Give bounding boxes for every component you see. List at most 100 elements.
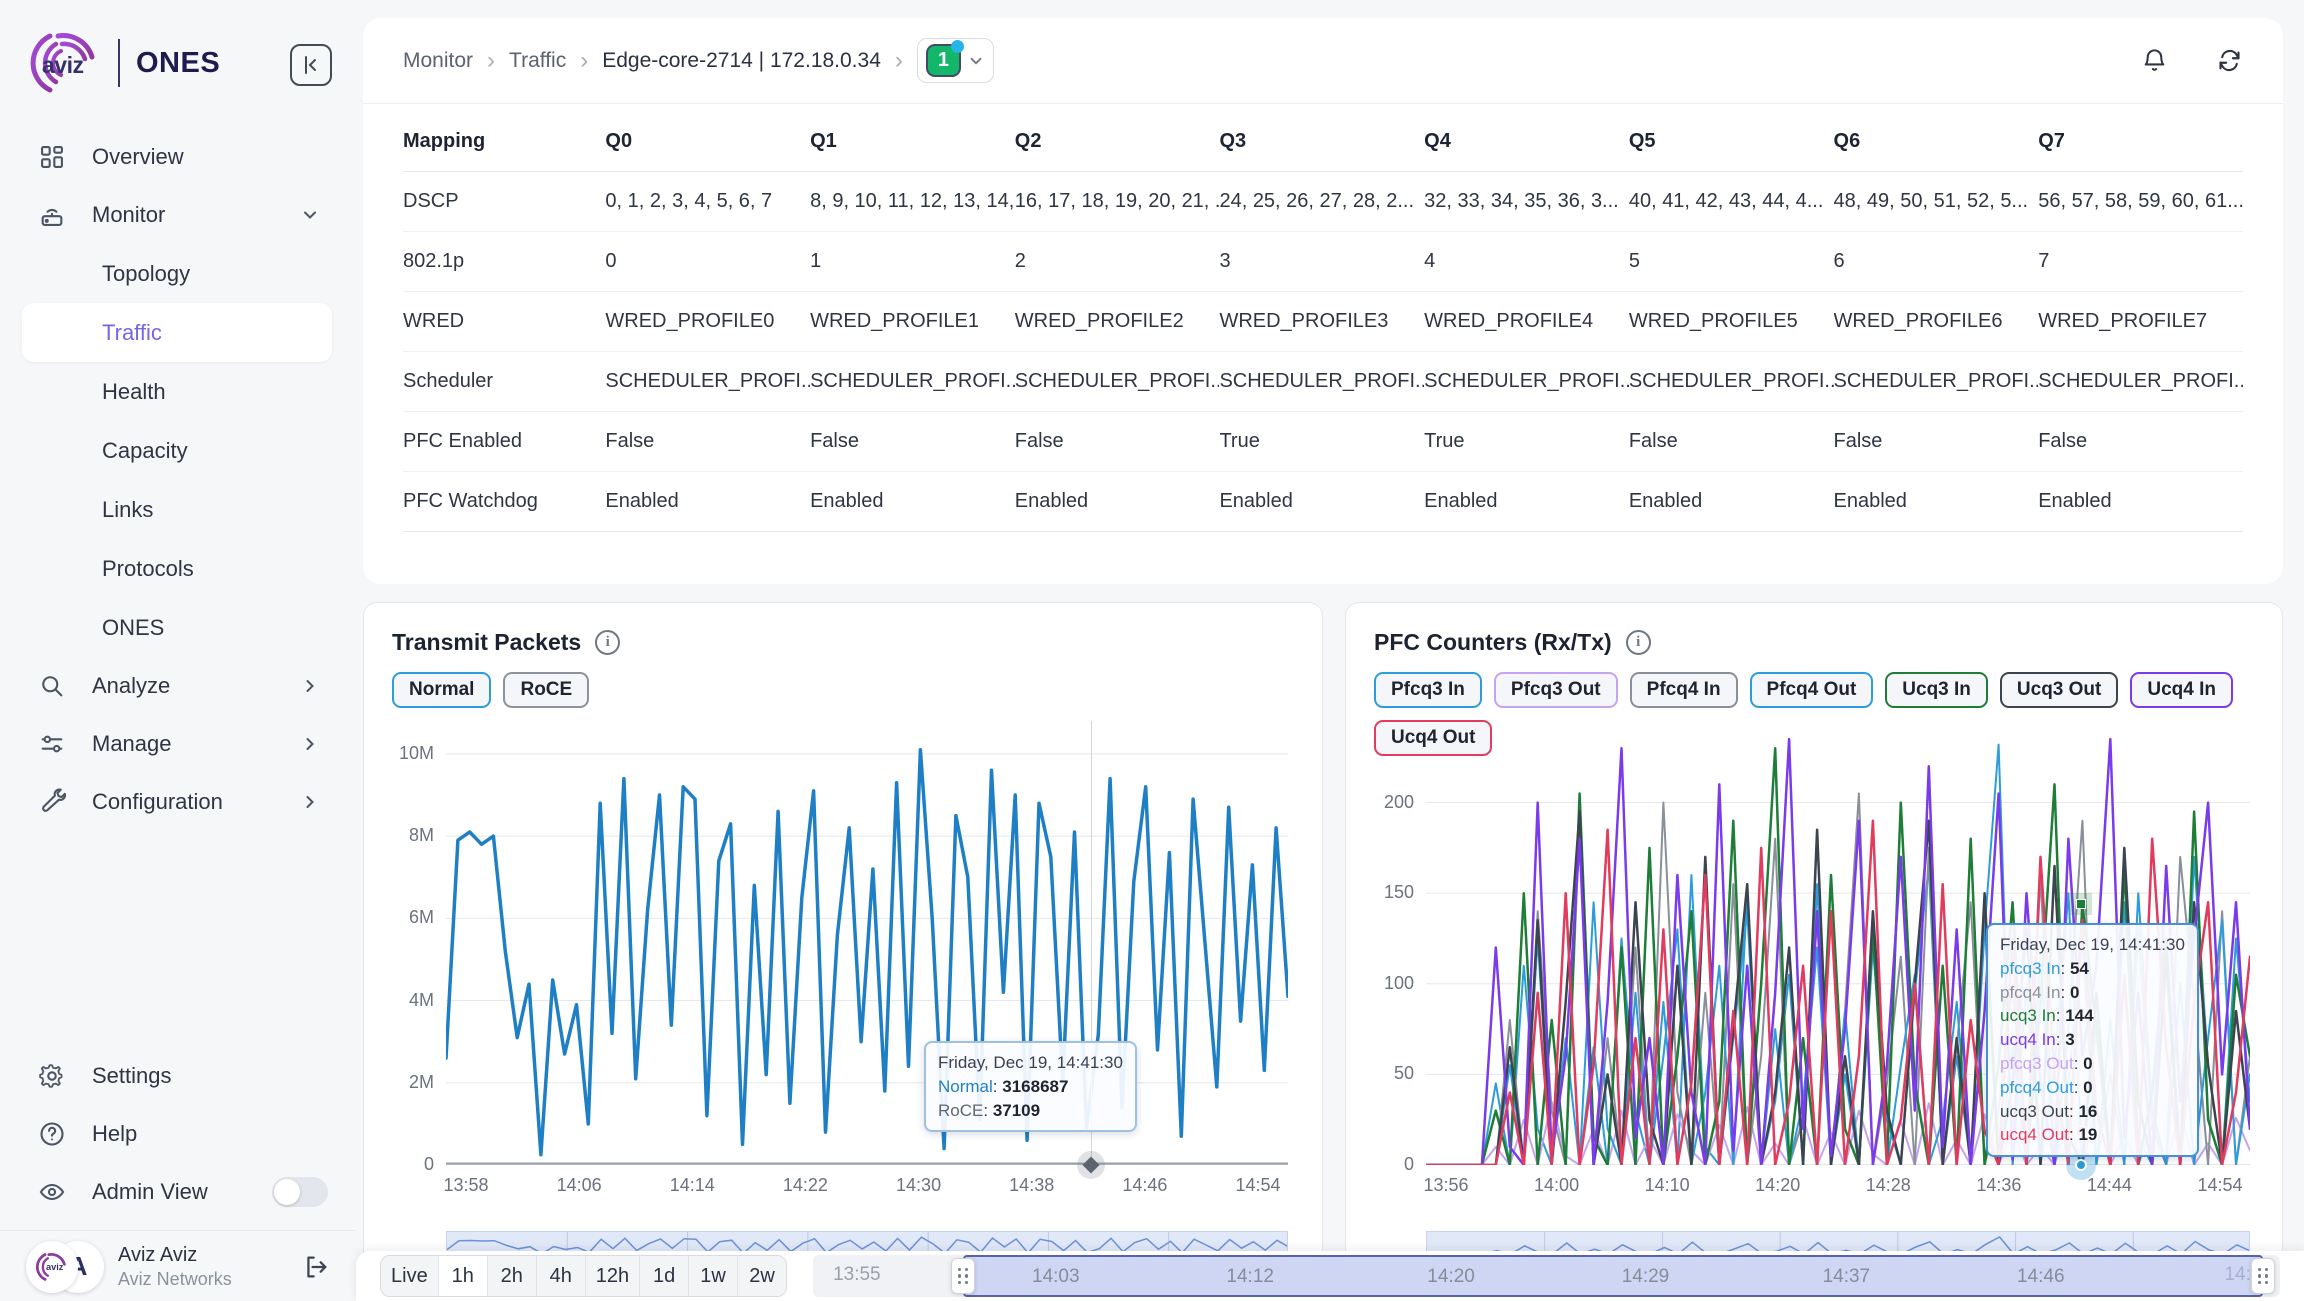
- sidebar-item-links[interactable]: Links: [102, 496, 154, 522]
- range-button-live[interactable]: Live: [381, 1256, 438, 1296]
- sidebar-item-help[interactable]: Help: [0, 1105, 356, 1163]
- admin-view-toggle[interactable]: [272, 1177, 328, 1207]
- legend-chip-ucq3-in[interactable]: Ucq3 In: [1885, 672, 1988, 708]
- sidebar-collapse-button[interactable]: [290, 44, 332, 86]
- table-cell: 56, 57, 58, 59, 60, 61...: [2038, 171, 2243, 232]
- sidebar-item-traffic[interactable]: Traffic: [22, 303, 332, 362]
- sidebar-item-overview[interactable]: Overview: [0, 128, 356, 186]
- tooltip-value: 3: [2065, 1030, 2075, 1050]
- user-org: Aviz Networks: [118, 1268, 232, 1289]
- tooltip-series-label: pfcq3 In: [2000, 958, 2061, 978]
- tooltip-row: pfcq4 In: 0: [2000, 982, 2080, 1002]
- tooltip-row: ucq4 In: 3: [2000, 1030, 2075, 1050]
- sidebar: aviz ONES Overview Monitor Topology Traff: [0, 0, 356, 1301]
- slider-left-handle[interactable]: [951, 1258, 976, 1294]
- range-button-2w[interactable]: 2w: [737, 1256, 787, 1296]
- sidebar-item-analyze[interactable]: Analyze: [0, 657, 356, 715]
- table-cell: 7: [2038, 231, 2243, 292]
- legend-chip-pfcq3-out[interactable]: Pfcq3 Out: [1493, 672, 1618, 708]
- table-cell: 802.1p: [403, 231, 606, 292]
- range-button-4h[interactable]: 4h: [535, 1256, 585, 1296]
- sidebar-item-label: Help: [92, 1121, 138, 1146]
- avatar[interactable]: A aviz: [26, 1240, 104, 1293]
- chevron-down-icon: [970, 57, 982, 65]
- plot-area: [1426, 721, 2250, 1165]
- x-axis-label: 14:06: [556, 1175, 602, 1195]
- x-axis-label: 14:14: [669, 1175, 715, 1195]
- sidebar-item-manage[interactable]: Manage: [0, 715, 356, 773]
- info-icon[interactable]: i: [1625, 630, 1651, 655]
- table-cell: False: [1628, 411, 1834, 472]
- legend-chip-normal[interactable]: Normal: [392, 672, 492, 708]
- y-axis-label: 200: [1383, 791, 1414, 812]
- tooltip-row: RoCE: 37109: [938, 1100, 1041, 1120]
- legend-chip-pfcq4-out[interactable]: Pfcq4 Out: [1749, 672, 1874, 708]
- info-icon[interactable]: i: [595, 630, 621, 655]
- tooltip-value: 19: [2078, 1125, 2098, 1145]
- sidebar-item-ones[interactable]: ONES: [102, 614, 165, 640]
- time-slider-track[interactable]: 13:55 14:54 14:0314:1214:2014:2914:3714:…: [813, 1255, 2280, 1297]
- legend-chip-ucq4-in[interactable]: Ucq4 In: [2130, 672, 2233, 708]
- tooltip-series-label: ucq4 Out: [2000, 1125, 2069, 1145]
- sidebar-item-configuration[interactable]: Configuration: [0, 773, 356, 831]
- transmit-packets-card: Transmit Packets i Normal RoCE 0 2M 4M 6M 8M 1…: [363, 602, 1323, 1301]
- wrench-icon: [42, 788, 66, 812]
- breadcrumb-item[interactable]: Monitor: [403, 48, 474, 72]
- slider-right-handle[interactable]: [2251, 1258, 2276, 1294]
- table-column-header: Q4: [1424, 110, 1629, 172]
- avatar-logo: aviz: [26, 1240, 78, 1293]
- legend-chip-ucq3-out[interactable]: Ucq3 Out: [1999, 672, 2119, 708]
- tooltip-value: 0: [2069, 982, 2080, 1002]
- chevron-right-icon: [306, 738, 314, 750]
- table-cell: True: [1424, 411, 1629, 472]
- port-selector[interactable]: 1: [916, 38, 994, 83]
- table-cell: 5: [1628, 231, 1834, 292]
- sidebar-item-monitor[interactable]: Monitor: [0, 186, 356, 244]
- table-cell: 0, 1, 2, 3, 4, 5, 6, 7: [605, 171, 811, 232]
- hover-point-marker: [2076, 899, 2087, 910]
- range-button-1w[interactable]: 1w: [688, 1256, 738, 1296]
- port-badge[interactable]: 1: [925, 40, 964, 77]
- table-cell: WRED_PROFILE7: [2038, 291, 2243, 352]
- y-axis-label: 2M: [408, 1071, 434, 1092]
- tooltip-series-label: Normal: [938, 1076, 993, 1096]
- legend-chip-pfcq3-in[interactable]: Pfcq3 In: [1374, 672, 1482, 708]
- tooltip-series-label: ucq3 Out: [2000, 1101, 2069, 1121]
- legend-chip-roce[interactable]: RoCE: [503, 672, 590, 708]
- range-button-2h[interactable]: 2h: [486, 1256, 536, 1296]
- sidebar-item-protocols[interactable]: Protocols: [102, 555, 194, 581]
- refresh-icon[interactable]: [2216, 47, 2243, 74]
- sidebar-divider: [0, 1230, 356, 1231]
- svg-text:aviz: aviz: [46, 1262, 64, 1272]
- breadcrumb-item[interactable]: Traffic: [509, 48, 567, 72]
- table-cell: Enabled: [1014, 471, 1220, 532]
- x-axis-label: 14:36: [1976, 1175, 2022, 1195]
- logout-icon[interactable]: [302, 1253, 330, 1281]
- slider-start-time: 13:55: [833, 1264, 881, 1285]
- sidebar-item-capacity[interactable]: Capacity: [102, 437, 188, 463]
- legend-chip-pfcq4-in[interactable]: Pfcq4 In: [1629, 672, 1738, 708]
- sidebar-item-admin-view[interactable]: Admin View: [0, 1163, 356, 1221]
- table-cell: WRED_PROFILE3: [1219, 291, 1425, 352]
- tooltip-time: Friday, Dec 19, 14:41:30: [2000, 935, 2185, 954]
- notifications-bell-icon[interactable]: [2141, 47, 2168, 74]
- chevron-right-icon: [306, 796, 314, 808]
- sidebar-item-topology[interactable]: Topology: [102, 260, 191, 286]
- x-axis-label: 14:30: [896, 1175, 942, 1195]
- table-cell: 16, 17, 18, 19, 20, 21, ...: [1014, 171, 1220, 232]
- y-axis-label: 100: [1383, 972, 1414, 993]
- legend-chip-ucq4-out[interactable]: Ucq4 Out: [1374, 720, 1493, 756]
- table-cell: 1: [810, 231, 1015, 292]
- tooltip-series-label: pfcq3 Out: [2000, 1053, 2074, 1073]
- selected-time-region[interactable]: 14:03 14:12 14:20 14:29 14:37 14:46: [963, 1255, 2264, 1297]
- search-icon: [42, 676, 63, 697]
- chart-legend: Normal RoCE: [364, 656, 1322, 708]
- range-button-1d[interactable]: 1d: [639, 1256, 689, 1296]
- axis-thumb[interactable]: [2075, 1159, 2088, 1171]
- sidebar-item-settings[interactable]: Settings: [0, 1047, 356, 1105]
- sidebar-item-health[interactable]: Health: [102, 378, 166, 404]
- range-button-1h[interactable]: 1h: [437, 1256, 487, 1296]
- axis-thumb[interactable]: [1082, 1156, 1100, 1174]
- range-button-12h[interactable]: 12h: [584, 1256, 640, 1296]
- table-column-header: Q5: [1628, 110, 1834, 172]
